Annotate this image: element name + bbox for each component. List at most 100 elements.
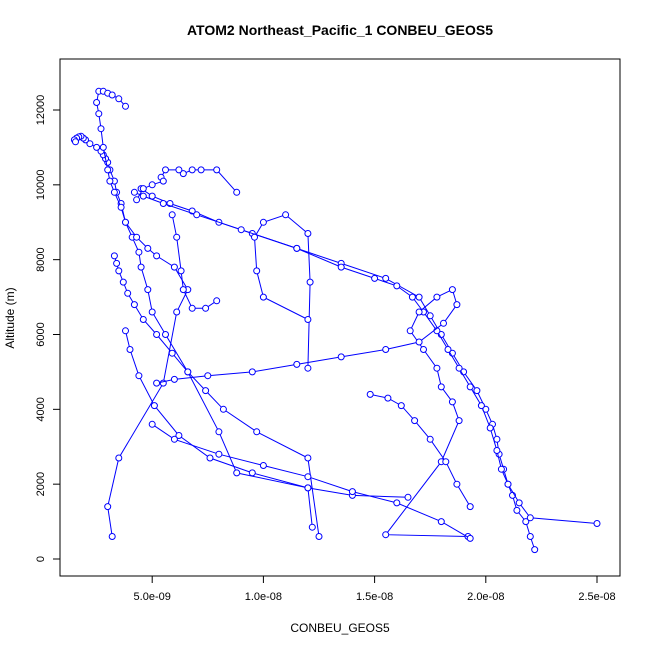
series-group bbox=[148, 420, 474, 542]
data-point bbox=[304, 230, 312, 237]
data-point bbox=[213, 166, 221, 174]
data-point bbox=[179, 286, 187, 294]
y-tick-label: 8000 bbox=[35, 247, 47, 271]
data-point bbox=[162, 166, 169, 174]
data-point bbox=[124, 289, 132, 297]
y-axis-label: Altitude (m) bbox=[3, 287, 17, 348]
data-point bbox=[253, 428, 261, 436]
data-point bbox=[115, 95, 123, 103]
data-point bbox=[175, 432, 183, 439]
data-point bbox=[420, 346, 427, 353]
series-group bbox=[137, 185, 539, 554]
data-point bbox=[384, 394, 392, 402]
data-point bbox=[202, 387, 210, 395]
data-point bbox=[397, 402, 405, 410]
data-point bbox=[493, 447, 501, 454]
series-group bbox=[251, 211, 314, 372]
data-point bbox=[122, 218, 129, 226]
data-point bbox=[308, 523, 316, 531]
data-point bbox=[97, 125, 105, 133]
data-point bbox=[137, 263, 145, 271]
series-group bbox=[110, 252, 323, 540]
series-group bbox=[168, 211, 221, 312]
data-point bbox=[126, 346, 134, 353]
data-point bbox=[466, 503, 474, 511]
data-point bbox=[440, 319, 447, 327]
data-point bbox=[115, 454, 123, 462]
data-point bbox=[259, 218, 267, 226]
data-point bbox=[453, 301, 461, 309]
data-point bbox=[593, 520, 601, 527]
data-point bbox=[382, 274, 390, 282]
data-point bbox=[442, 458, 450, 466]
series-line bbox=[140, 188, 536, 550]
data-point bbox=[162, 331, 169, 338]
data-point bbox=[144, 244, 152, 252]
data-point bbox=[148, 420, 156, 428]
x-tick-label: 5.0e-09 bbox=[134, 591, 171, 603]
data-point bbox=[215, 450, 223, 458]
data-point bbox=[415, 338, 423, 346]
series-layer bbox=[70, 87, 601, 554]
data-point bbox=[253, 267, 261, 275]
data-point bbox=[366, 390, 374, 398]
data-point bbox=[139, 185, 147, 193]
data-point bbox=[504, 480, 512, 488]
data-point bbox=[466, 383, 474, 391]
data-point bbox=[135, 372, 143, 380]
data-point bbox=[99, 143, 107, 151]
data-point bbox=[304, 364, 312, 372]
data-point bbox=[473, 387, 481, 395]
data-point bbox=[193, 211, 201, 219]
data-point bbox=[139, 192, 147, 200]
x-axis: 5.0e-09 1.0e-08 1.5e-08 2.0e-08 2.5e-08 bbox=[134, 575, 616, 603]
data-point bbox=[304, 454, 312, 462]
series-group bbox=[93, 87, 192, 540]
data-point bbox=[110, 188, 118, 196]
data-point bbox=[206, 454, 214, 462]
series-line bbox=[134, 191, 598, 524]
data-point bbox=[493, 435, 501, 443]
data-point bbox=[115, 267, 123, 275]
data-point bbox=[304, 316, 312, 323]
data-point bbox=[513, 506, 521, 514]
data-point bbox=[437, 518, 445, 526]
data-point bbox=[522, 518, 530, 526]
data-point bbox=[497, 465, 505, 473]
y-tick-label: 2000 bbox=[35, 472, 47, 496]
data-point bbox=[175, 166, 183, 174]
data-point bbox=[202, 304, 210, 312]
data-point bbox=[304, 484, 312, 492]
data-point bbox=[477, 402, 485, 410]
x-tick-label: 1.0e-08 bbox=[245, 591, 282, 603]
data-point bbox=[93, 99, 101, 106]
data-point bbox=[215, 428, 223, 436]
data-point bbox=[153, 379, 161, 387]
series-group bbox=[70, 132, 316, 531]
y-tick-label: 4000 bbox=[35, 397, 47, 421]
data-point bbox=[113, 259, 121, 267]
data-point bbox=[204, 372, 212, 380]
data-point bbox=[293, 244, 301, 252]
data-point bbox=[133, 233, 141, 241]
series-line bbox=[253, 214, 311, 369]
data-point bbox=[184, 368, 192, 376]
data-point bbox=[106, 177, 114, 185]
data-point bbox=[415, 308, 423, 316]
series-line bbox=[125, 330, 409, 498]
data-point bbox=[248, 368, 256, 376]
data-point bbox=[466, 534, 474, 542]
data-point bbox=[153, 252, 161, 260]
chart-title: ATOM2 Northeast_Pacific_1 CONBEU_GEOS5 bbox=[187, 22, 493, 38]
data-point bbox=[130, 188, 138, 196]
data-point bbox=[315, 533, 323, 540]
data-point bbox=[108, 91, 116, 99]
series-line bbox=[156, 288, 469, 537]
x-tick-label: 2.5e-08 bbox=[578, 591, 615, 603]
data-point bbox=[426, 435, 434, 443]
data-point bbox=[433, 293, 441, 301]
data-point bbox=[306, 278, 314, 286]
series-group bbox=[153, 286, 472, 540]
data-point bbox=[433, 364, 441, 372]
